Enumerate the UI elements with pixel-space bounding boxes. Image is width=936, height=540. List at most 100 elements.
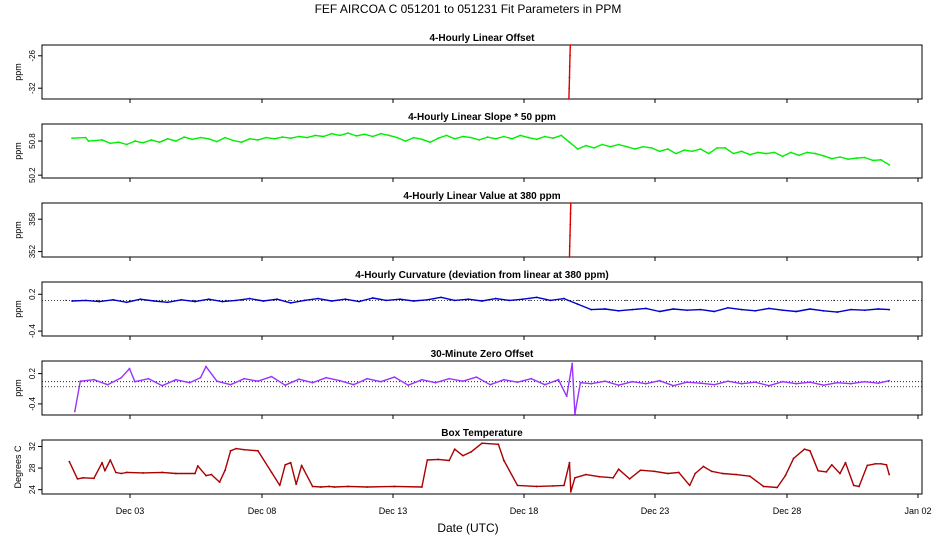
data-point	[508, 299, 511, 302]
y-axis-label: Degrees C	[13, 445, 23, 489]
data-point	[93, 378, 95, 381]
data-point	[393, 485, 396, 488]
data-point	[713, 310, 716, 313]
data-point	[396, 136, 399, 139]
data-point	[112, 298, 114, 301]
data-point	[877, 382, 880, 385]
data-point	[257, 380, 259, 383]
data-point	[792, 457, 795, 460]
data-point	[142, 472, 145, 474]
data-point	[672, 384, 675, 387]
data-point	[355, 135, 358, 137]
data-point	[161, 384, 164, 387]
data-point	[393, 376, 396, 379]
data-point	[645, 307, 647, 310]
baseline-dot	[433, 299, 435, 302]
data-point	[625, 145, 628, 148]
data-point	[839, 156, 841, 158]
data-point	[530, 377, 533, 380]
data-point	[781, 155, 784, 158]
data-point	[183, 136, 186, 138]
data-point	[379, 132, 382, 135]
data-point	[139, 298, 142, 301]
data-point	[645, 382, 647, 385]
data-point	[672, 308, 675, 310]
data-point	[809, 308, 811, 310]
baseline-dot	[193, 299, 195, 302]
data-point	[727, 380, 729, 383]
panel-frame	[41, 360, 923, 416]
data-point	[598, 475, 601, 478]
series-line	[68, 442, 890, 493]
data-point	[880, 158, 882, 161]
data-point	[830, 157, 833, 160]
baseline-dot	[609, 299, 611, 302]
data-point	[73, 410, 76, 413]
data-point	[740, 308, 743, 311]
data-point	[569, 202, 572, 204]
y-tick-label: 50.2	[28, 167, 37, 183]
data-point	[153, 300, 155, 302]
data-point	[243, 377, 246, 380]
data-point	[740, 150, 743, 153]
y-tick-label: -0.4	[28, 396, 37, 410]
series-line	[74, 362, 890, 415]
data-point	[319, 486, 322, 488]
data-point	[552, 485, 554, 487]
data-point	[809, 381, 811, 384]
data-point	[426, 298, 429, 301]
data-point	[874, 462, 877, 465]
data-point	[568, 256, 571, 258]
baseline-dot	[561, 299, 563, 302]
data-point	[702, 465, 705, 468]
data-point	[888, 308, 891, 311]
y-tick-label: -32	[28, 82, 37, 94]
baseline-dot	[737, 299, 739, 302]
data-point	[188, 381, 191, 384]
data-point	[713, 383, 716, 386]
data-point	[84, 299, 87, 302]
baseline-dot	[833, 299, 835, 302]
data-point	[754, 309, 757, 312]
data-point	[366, 377, 369, 380]
data-point	[502, 135, 505, 138]
data-point	[289, 301, 292, 304]
data-point	[229, 449, 232, 452]
data-point	[194, 300, 196, 303]
data-point	[855, 157, 858, 160]
data-point	[699, 382, 702, 385]
data-point	[798, 154, 800, 157]
data-point	[453, 299, 456, 302]
data-point	[489, 383, 492, 386]
data-point	[568, 141, 571, 144]
data-point	[686, 309, 688, 312]
baseline-dot	[369, 299, 371, 302]
data-point	[257, 139, 259, 141]
y-tick-label: 0.2	[28, 368, 37, 380]
data-point	[568, 76, 571, 79]
panel-title: 4-Hourly Linear Value at 380 ppm	[403, 191, 560, 202]
panel-3: 4-Hourly Linear Value at 380 ppm ppm 358 35…	[13, 191, 923, 261]
baseline-dot	[721, 299, 723, 302]
data-point	[502, 378, 505, 381]
y-axis-label: ppm	[13, 221, 23, 239]
y-tick-label: 0.2	[28, 288, 37, 300]
data-point	[631, 308, 634, 311]
data-point	[666, 148, 669, 150]
data-point	[379, 380, 382, 383]
data-point	[888, 379, 891, 382]
data-point	[522, 298, 524, 301]
data-point	[109, 459, 112, 461]
data-point	[84, 136, 87, 139]
data-point	[880, 462, 882, 465]
data-point	[858, 485, 861, 488]
data-point	[863, 380, 866, 383]
data-point	[699, 148, 702, 150]
data-point	[303, 299, 306, 302]
data-point	[330, 300, 333, 302]
data-point	[166, 301, 169, 304]
data-point	[830, 463, 833, 466]
data-point	[142, 141, 145, 144]
data-point	[863, 309, 866, 312]
data-point	[814, 152, 817, 155]
